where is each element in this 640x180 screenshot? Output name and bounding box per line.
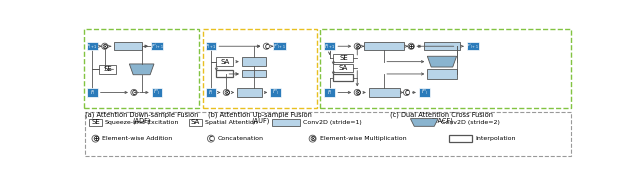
Text: $F'_l$: $F'_l$	[154, 88, 161, 97]
Bar	[114, 42, 141, 50]
Text: Spatial Attention: Spatial Attention	[205, 120, 257, 125]
Text: ⊗: ⊗	[309, 134, 316, 143]
Bar	[242, 71, 266, 77]
Bar	[237, 88, 262, 97]
Bar	[205, 42, 216, 50]
Text: Concatenation: Concatenation	[218, 136, 264, 141]
Bar	[272, 119, 300, 126]
Text: SA: SA	[191, 120, 200, 125]
Text: Squeeze-and-Excitation: Squeeze-and-Excitation	[105, 120, 179, 125]
Text: $F'_l$: $F'_l$	[272, 88, 279, 97]
Text: SA: SA	[339, 65, 348, 71]
Text: $F_{l+1}$: $F_{l+1}$	[205, 42, 217, 51]
Bar	[204, 29, 317, 108]
Text: $F_{l+1}$: $F_{l+1}$	[86, 42, 99, 51]
Bar	[87, 42, 98, 50]
Circle shape	[309, 135, 316, 142]
Text: Interpolation: Interpolation	[475, 136, 516, 141]
Text: SE: SE	[339, 55, 348, 61]
Circle shape	[223, 89, 230, 96]
Text: SE: SE	[91, 120, 100, 125]
Text: ⊗: ⊗	[223, 88, 230, 97]
Circle shape	[263, 43, 269, 49]
Text: SA: SA	[220, 59, 230, 65]
Text: $F'_{l+1}$: $F'_{l+1}$	[273, 42, 286, 51]
Bar	[99, 65, 116, 74]
Circle shape	[408, 43, 414, 49]
Text: (AUF): (AUF)	[251, 118, 269, 124]
Bar	[152, 88, 163, 97]
Circle shape	[102, 43, 108, 49]
Bar	[90, 119, 102, 126]
Text: $F_l$: $F_l$	[90, 88, 95, 97]
Circle shape	[131, 89, 137, 96]
Text: c: c	[404, 88, 408, 97]
Text: (ADF): (ADF)	[132, 118, 151, 124]
Bar	[364, 42, 404, 50]
Text: $F_l$: $F_l$	[208, 88, 214, 97]
Bar	[428, 69, 456, 79]
Text: ⊗: ⊗	[354, 88, 360, 97]
Bar	[151, 42, 163, 50]
Text: $F_{l+1}$: $F_{l+1}$	[324, 42, 335, 51]
Bar	[216, 57, 234, 66]
Text: c: c	[132, 88, 136, 97]
Text: Conv2D (stride=1): Conv2D (stride=1)	[303, 120, 362, 125]
Bar	[324, 42, 335, 50]
Text: ⊕: ⊕	[92, 134, 99, 143]
Bar	[216, 71, 234, 77]
Bar	[333, 54, 353, 62]
Circle shape	[354, 43, 360, 49]
Text: ⊕: ⊕	[408, 42, 415, 51]
Polygon shape	[410, 119, 438, 126]
Bar	[84, 29, 200, 108]
Polygon shape	[428, 56, 456, 67]
Bar	[86, 112, 570, 156]
Text: (b) Attention Up-sample Fusion: (b) Attention Up-sample Fusion	[208, 112, 312, 118]
Bar	[467, 42, 479, 50]
Bar	[242, 57, 266, 66]
Bar	[419, 88, 429, 97]
Bar	[320, 29, 570, 108]
Text: ⊗: ⊗	[354, 42, 360, 51]
Bar	[449, 135, 472, 142]
Text: c: c	[264, 42, 268, 51]
Text: $F'_{l+1}$: $F'_{l+1}$	[467, 42, 479, 51]
Circle shape	[403, 89, 410, 96]
Text: $F_l$: $F_l$	[326, 88, 332, 97]
Bar	[270, 88, 281, 97]
Text: ⊗: ⊗	[102, 42, 108, 51]
Bar	[333, 64, 353, 72]
Text: c: c	[209, 134, 213, 143]
Circle shape	[207, 135, 214, 142]
Bar	[369, 88, 399, 97]
Polygon shape	[129, 64, 154, 75]
Bar	[324, 88, 335, 97]
Bar	[273, 42, 285, 50]
Text: SE: SE	[104, 66, 112, 72]
Circle shape	[92, 135, 99, 142]
Text: (c) Dual Attention Cross Fusion: (c) Dual Attention Cross Fusion	[390, 112, 493, 118]
Bar	[87, 88, 98, 97]
Text: (DACF): (DACF)	[430, 118, 453, 124]
Bar	[205, 88, 216, 97]
Bar	[424, 42, 460, 50]
Text: Element-wise Multiplication: Element-wise Multiplication	[319, 136, 406, 141]
Text: Conv2D (stride=2): Conv2D (stride=2)	[441, 120, 500, 125]
Bar	[189, 119, 202, 126]
Text: Element-wise Addition: Element-wise Addition	[102, 136, 173, 141]
Circle shape	[354, 89, 360, 96]
Text: $F'_{l+1}$: $F'_{l+1}$	[150, 42, 163, 51]
Text: (a) Attention Down-sample Fusion: (a) Attention Down-sample Fusion	[85, 112, 198, 118]
Text: $F'_l$: $F'_l$	[420, 88, 428, 97]
Bar	[333, 74, 353, 81]
